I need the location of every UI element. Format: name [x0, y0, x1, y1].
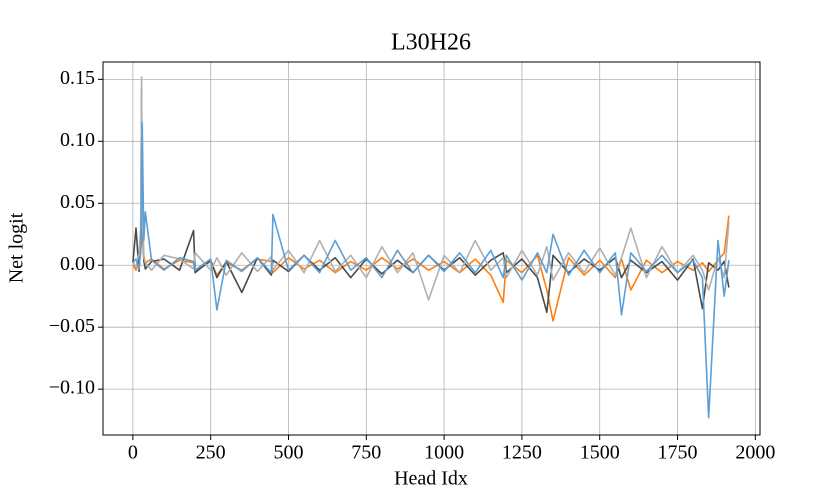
- x-tick-label: 1500: [580, 442, 620, 464]
- x-tick-label: 750: [351, 442, 381, 464]
- y-tick-label: −0.05: [49, 315, 95, 337]
- plot-frame: [102, 61, 761, 436]
- x-tick-label: 1750: [658, 442, 698, 464]
- y-tick-label: 0.00: [60, 253, 95, 275]
- series-line: [132, 76, 730, 301]
- y-tick-label: 0.15: [60, 67, 95, 89]
- x-tick-label: 1000: [424, 442, 464, 464]
- series-line: [132, 202, 730, 322]
- y-tick-label: 0.10: [60, 129, 95, 151]
- y-tick-label: 0.05: [60, 191, 95, 213]
- x-tick-label: 1250: [502, 442, 542, 464]
- x-tick-label: 0: [128, 442, 138, 464]
- chart-title: L30H26: [391, 30, 471, 56]
- x-tick-label: 2000: [735, 442, 775, 464]
- series-line: [132, 121, 730, 419]
- y-axis-label: Net logit: [6, 212, 28, 283]
- y-tick-label: −0.10: [49, 377, 95, 399]
- x-axis-label: Head Idx: [394, 468, 468, 490]
- series-line: [132, 87, 730, 314]
- x-tick-label: 250: [196, 442, 226, 464]
- x-tick-label: 500: [273, 442, 303, 464]
